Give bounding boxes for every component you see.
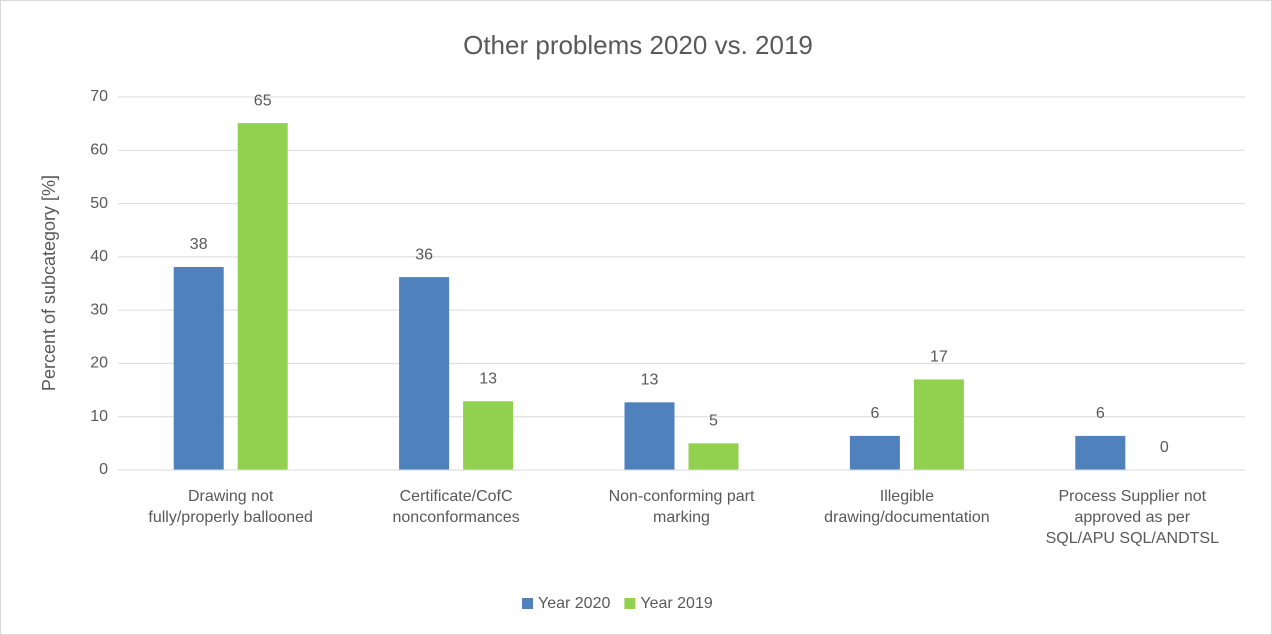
bar [1075,435,1126,470]
y-tick-label: 0 [99,461,108,478]
data-label: 6 [870,405,879,422]
legend-swatch [522,598,533,609]
bar [237,123,288,471]
data-label: 17 [930,349,948,366]
x-tick-label: Drawing not fully/properly ballooned [148,488,313,526]
legend-label: Year 2019 [640,595,712,612]
legend-swatch [624,598,636,609]
data-label: 6 [1096,405,1105,422]
bar [463,401,514,470]
bar [173,266,224,470]
y-tick-label: 30 [90,301,108,318]
y-tick-label: 20 [90,355,108,372]
data-label: 5 [709,413,718,430]
legend-label: Year 2020 [538,595,610,612]
data-label: 13 [641,372,659,389]
y-tick-label: 60 [90,142,108,159]
y-tick-label: 10 [90,408,108,425]
y-tick-label: 70 [90,88,108,105]
chart-title: Other problems 2020 vs. 2019 [463,30,813,60]
x-tick-label: Certificate/CofC nonconformances [392,488,520,526]
x-tick-label: Illegible drawing/documentation [824,488,990,526]
data-label: 65 [254,92,272,109]
bar [624,402,675,470]
y-tick-label: 40 [90,248,108,265]
bar [913,379,964,470]
x-tick-label: Non-conforming part marking [608,488,755,526]
data-label: 38 [190,236,208,253]
data-label: 13 [479,370,497,387]
x-tick-label: Process Supplier not approved as per SQL… [1045,488,1219,547]
bar [849,435,900,470]
y-axis-label: Percent of subcategory [%] [39,175,59,391]
data-label: 36 [415,246,433,263]
y-tick-label: 50 [90,195,108,212]
bar [688,443,739,470]
data-label: 0 [1160,439,1169,456]
bar [399,277,450,470]
